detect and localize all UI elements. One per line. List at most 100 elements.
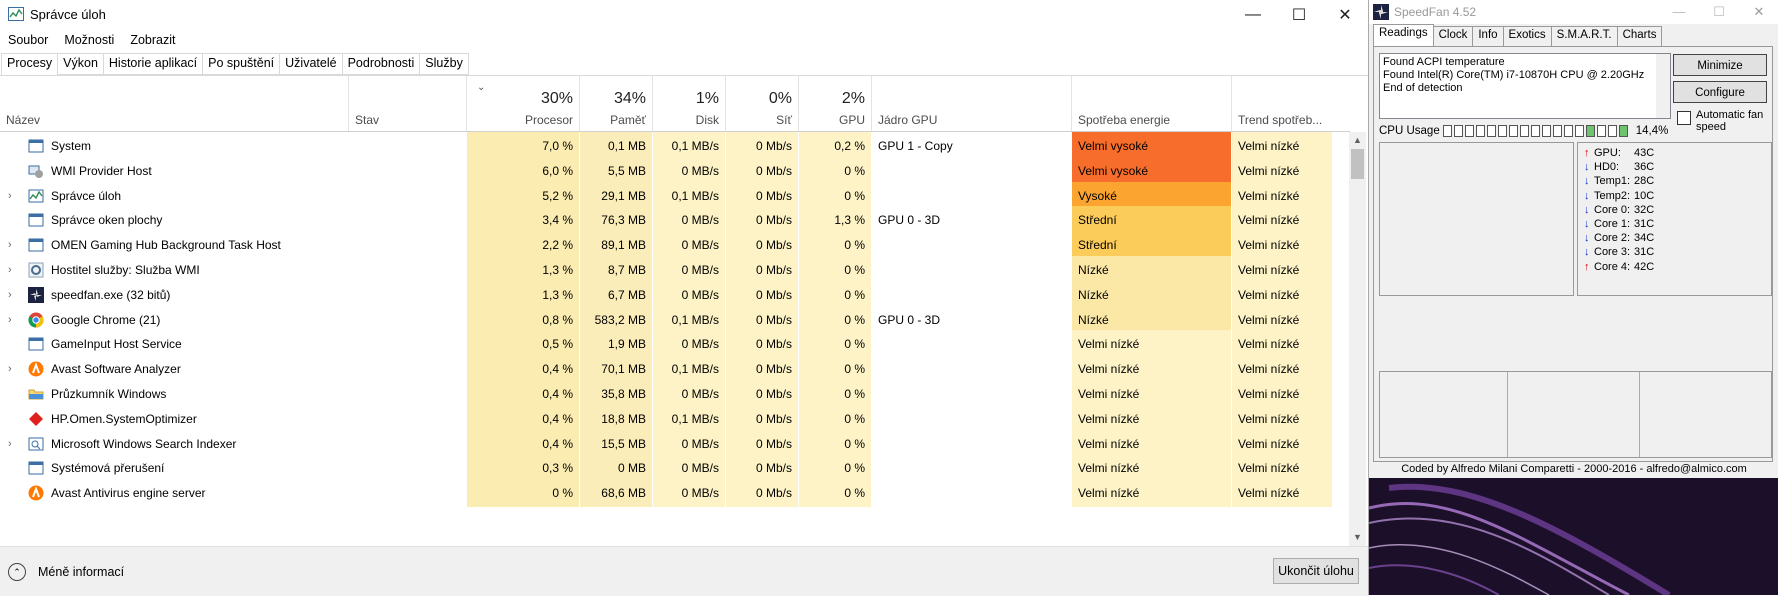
menu-view[interactable]: Zobrazit bbox=[130, 33, 176, 47]
cpu-core-box bbox=[1453, 125, 1463, 137]
process-row[interactable]: HP.Omen.SystemOptimizer 0,4 % 18,8 MB 0,1 M… bbox=[0, 404, 1350, 433]
scroll-thumb[interactable] bbox=[1351, 149, 1364, 179]
tab-smart[interactable]: S.M.A.R.T. bbox=[1550, 26, 1618, 46]
expand-chevron-icon[interactable]: › bbox=[8, 363, 12, 376]
process-row[interactable]: › OMEN Gaming Hub Background Task Host 2,2… bbox=[0, 231, 1350, 260]
power-cell: Velmi nízké bbox=[1072, 454, 1231, 483]
column-header-network[interactable]: 0% Síť bbox=[726, 76, 799, 131]
tab-charts[interactable]: Charts bbox=[1616, 26, 1663, 46]
gear-icon bbox=[28, 262, 44, 278]
expand-chevron-icon[interactable]: › bbox=[8, 437, 12, 450]
expand-chevron-icon[interactable]: › bbox=[8, 264, 12, 276]
column-header-gpu[interactable]: 2% GPU bbox=[799, 76, 872, 131]
process-row[interactable]: › Hostitel služby: Služba WMI 1,3 % 8,7 MB 0… bbox=[0, 256, 1350, 284]
column-header-name[interactable]: Název bbox=[0, 76, 349, 131]
header-divider bbox=[0, 131, 1350, 132]
speedfan-title-bar[interactable]: SpeedFan 4.52 — ☐ ✕ bbox=[1369, 0, 1778, 24]
network-cell: 0 Mb/s bbox=[726, 330, 798, 359]
configure-button[interactable]: Configure bbox=[1673, 81, 1767, 103]
expand-chevron-icon[interactable]: › bbox=[8, 189, 12, 202]
sensor-name: Temp2: bbox=[1594, 189, 1631, 202]
detection-log[interactable]: Found ACPI temperature Found Intel(R) Co… bbox=[1379, 53, 1671, 119]
process-row[interactable]: Správce oken plochy 3,4 % 76,3 MB 0 MB/s 0 M… bbox=[0, 206, 1350, 235]
tab-startup[interactable]: Po spuštění bbox=[202, 53, 281, 75]
fewer-details-button[interactable]: ⌃ Méně informací bbox=[8, 563, 124, 581]
gpu-engine-cell: GPU 1 - Copy bbox=[872, 132, 1071, 160]
speedfan-maximize-button[interactable]: ☐ bbox=[1713, 4, 1725, 19]
sensor-name: Temp1: bbox=[1594, 175, 1631, 188]
tab-details[interactable]: Podrobnosti bbox=[341, 53, 421, 75]
cpu-usage-meter: CPU Usage 14,4% bbox=[1379, 125, 1668, 137]
end-task-button[interactable]: Ukončit úlohu bbox=[1273, 558, 1359, 584]
tab-services[interactable]: Služby bbox=[419, 53, 469, 75]
speedfan-close-button[interactable]: ✕ bbox=[1753, 4, 1765, 19]
process-row[interactable]: › Avast Software Analyzer 0,4 % 70,1 MB 0,1 … bbox=[0, 355, 1350, 384]
power-cell: Střední bbox=[1072, 206, 1231, 235]
gpu-cell: 0 % bbox=[799, 429, 871, 458]
column-percent: 1% bbox=[695, 90, 719, 107]
tab-users[interactable]: Uživatelé bbox=[279, 53, 343, 75]
power-trend-cell: Velmi nízké bbox=[1232, 330, 1332, 359]
minimize-button[interactable]: — bbox=[1245, 6, 1261, 23]
minimize-app-button[interactable]: Minimize bbox=[1673, 54, 1767, 76]
disk-cell: 0 MB/s bbox=[653, 231, 725, 260]
expand-chevron-icon[interactable]: › bbox=[8, 239, 12, 252]
window-icon bbox=[28, 213, 44, 227]
disk-cell: 0 MB/s bbox=[653, 330, 725, 359]
process-row[interactable]: › speedfan.exe (32 bitů) 1,3 % 6,7 MB 0 MB/s… bbox=[0, 280, 1350, 309]
menu-options[interactable]: Možnosti bbox=[64, 33, 115, 47]
power-trend-cell: Velmi nízké bbox=[1232, 355, 1332, 384]
power-cell: Velmi nízké bbox=[1072, 380, 1231, 408]
log-scrollbar[interactable] bbox=[1656, 54, 1670, 118]
process-row[interactable]: › Google Chrome (21) 0,8 % 583,2 MB 0,1 MB/s… bbox=[0, 305, 1350, 334]
process-row[interactable]: Průzkumník Windows 0,4 % 35,8 MB 0 MB/s 0 Mb… bbox=[0, 380, 1350, 408]
tab-info[interactable]: Info bbox=[1472, 26, 1504, 46]
speedfan-minimize-button[interactable]: — bbox=[1672, 4, 1686, 19]
automatic-fan-speed-checkbox[interactable]: Automatic fan speed bbox=[1677, 109, 1766, 133]
column-header-disk[interactable]: 1% Disk bbox=[653, 76, 726, 131]
disk-cell: 0 MB/s bbox=[653, 256, 725, 284]
scroll-down-icon[interactable]: ▼ bbox=[1353, 532, 1362, 542]
close-button[interactable]: ✕ bbox=[1338, 7, 1352, 24]
process-row[interactable]: System 7,0 % 0,1 MB 0,1 MB/s 0 Mb/s 0,2 % GPU … bbox=[0, 132, 1350, 160]
process-row[interactable]: › Správce úloh 5,2 % 29,1 MB 0,1 MB/s 0 Mb/s 0… bbox=[0, 181, 1350, 210]
process-row[interactable]: Avast Antivirus engine server 0 % 68,6 MB 0… bbox=[0, 479, 1350, 508]
checkbox-box[interactable] bbox=[1677, 111, 1691, 125]
disk-cell: 0 MB/s bbox=[653, 429, 725, 458]
tab-readings[interactable]: Readings bbox=[1373, 24, 1434, 46]
sensor-value: 31C bbox=[1634, 246, 1655, 259]
network-cell: 0 Mb/s bbox=[726, 479, 798, 508]
temperature-reading: ↓ Core 2: 34C bbox=[1584, 230, 1654, 246]
expand-chevron-icon[interactable]: › bbox=[8, 313, 12, 326]
task-manager-window: Správce úloh — ☐ ✕ Soubor Možnosti Zobrazi… bbox=[0, 0, 1368, 596]
column-header-status[interactable]: Stav bbox=[349, 76, 467, 131]
process-row[interactable]: Systémová přerušení 0,3 % 0 MB 0 MB/s 0 Mb/s… bbox=[0, 454, 1350, 483]
column-header-power-trend[interactable]: Trend spotřeb... bbox=[1232, 76, 1332, 131]
maximize-button[interactable]: ☐ bbox=[1291, 7, 1307, 24]
tab-app-history[interactable]: Historie aplikací bbox=[102, 53, 204, 75]
tab-clock[interactable]: Clock bbox=[1432, 26, 1474, 46]
tab-processes[interactable]: Procesy bbox=[1, 53, 59, 76]
scroll-up-icon[interactable]: ▲ bbox=[1353, 135, 1362, 145]
cpu-core-box bbox=[1596, 125, 1606, 137]
arrow-down-icon: ↓ bbox=[1584, 189, 1590, 202]
sensor-value: 10C bbox=[1634, 189, 1655, 202]
arrow-up-icon: ↑ bbox=[1584, 147, 1590, 159]
column-label: Název bbox=[6, 113, 41, 127]
menu-file[interactable]: Soubor bbox=[8, 33, 49, 47]
process-row[interactable]: › Microsoft Windows Search Indexer 0,4 % 15… bbox=[0, 429, 1350, 458]
tab-exotics[interactable]: Exotics bbox=[1502, 26, 1552, 46]
column-header-power[interactable]: Spotřeba energie bbox=[1072, 76, 1232, 131]
expand-chevron-icon[interactable]: › bbox=[8, 288, 12, 301]
process-row[interactable]: WMI Provider Host 6,0 % 5,5 MB 0 MB/s 0 Mb/s… bbox=[0, 156, 1350, 185]
title-bar[interactable]: Správce úloh — ☐ ✕ bbox=[0, 0, 1368, 30]
column-header-gpu-engine[interactable]: Jádro GPU bbox=[872, 76, 1072, 131]
column-header-memory[interactable]: 34% Paměť bbox=[580, 76, 653, 131]
vertical-scrollbar[interactable]: ▲ ▼ bbox=[1349, 132, 1366, 546]
tab-divider bbox=[0, 75, 1368, 76]
tab-performance[interactable]: Výkon bbox=[57, 53, 104, 75]
column-header-cpu[interactable]: ⌄ 30% Procesor bbox=[467, 76, 580, 131]
network-cell: 0 Mb/s bbox=[726, 380, 798, 408]
power-cell: Velmi vysoké bbox=[1072, 156, 1231, 185]
process-row[interactable]: GameInput Host Service 0,5 % 1,9 MB 0 MB/s 0… bbox=[0, 330, 1350, 359]
